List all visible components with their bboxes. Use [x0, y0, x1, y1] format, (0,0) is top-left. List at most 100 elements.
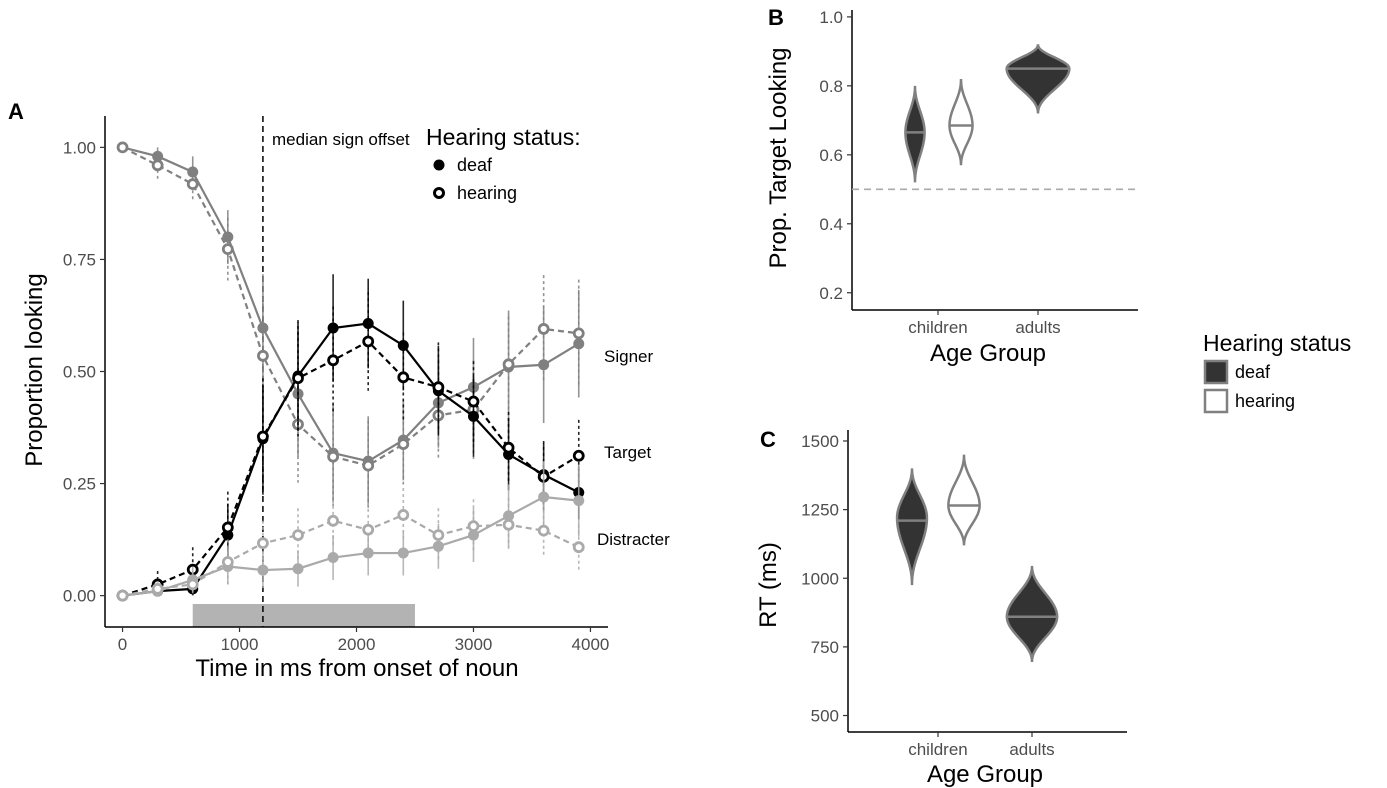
data-point: [221, 243, 234, 256]
data-point: [327, 322, 339, 334]
data-point: [362, 523, 375, 536]
data-point: [432, 529, 445, 542]
data-point: [502, 518, 515, 531]
data-point: [502, 358, 515, 371]
series-target-deaf: [117, 274, 585, 602]
data-point: [573, 495, 585, 507]
violin-children-hearing: [948, 78, 974, 166]
x-tick-label: adults: [1009, 740, 1054, 759]
panel-c: C 500 750 1000 1250 1500 children adults Age G…: [755, 427, 1127, 788]
panel-a-x-tick-label: 2000: [338, 635, 376, 654]
data-point: [151, 159, 164, 172]
panel-a-y-tick-label: 0.00: [63, 587, 96, 606]
data-point: [397, 371, 410, 384]
series-line: [122, 146, 579, 467]
data-point: [467, 395, 480, 408]
data-point: [538, 359, 550, 371]
panel-a-x-tick-label: 3000: [455, 635, 493, 654]
panel-a-label: A: [8, 99, 24, 124]
shared-legend-deaf: deaf: [1235, 362, 1271, 382]
x-tick-label: children: [908, 318, 968, 337]
panel-a-legend: Hearing status: deaf hearing: [426, 124, 581, 203]
panel-a-legend-deaf: deaf: [457, 155, 493, 175]
y-tick-label: 1500: [801, 432, 839, 451]
data-point: [503, 510, 515, 522]
violin-adults-deaf: [1005, 44, 1071, 114]
data-point: [397, 547, 409, 559]
y-tick-label: 0.6: [819, 146, 843, 165]
data-point: [292, 529, 304, 542]
series-line: [122, 513, 580, 597]
data-point: [116, 141, 129, 154]
y-tick-label: 0.4: [819, 215, 843, 234]
data-point: [186, 578, 199, 591]
data-point: [538, 491, 550, 503]
y-tick-label: 1.0: [819, 8, 843, 27]
x-tick-label: children: [908, 740, 968, 759]
y-tick-label: 1250: [801, 501, 839, 520]
data-point: [573, 338, 585, 350]
data-point: [292, 563, 304, 575]
data-point: [432, 381, 445, 394]
data-point: [116, 589, 129, 602]
data-point: [502, 441, 515, 454]
data-point: [397, 509, 410, 521]
shared-legend-title: Hearing status: [1203, 330, 1351, 356]
panel-b: B 0.2 0.4 0.6 0.8 1.0 children adults Age Grou…: [765, 5, 1138, 367]
panel-a-x-tick-label: 0: [118, 635, 127, 654]
panel-c-x-axis-title: Age Group: [927, 761, 1043, 788]
panel-a-plot-area: 0 1000 2000 3000 4000 0.00 0.25 0.50 0.75 1.00: [63, 116, 609, 654]
data-point: [257, 430, 269, 443]
panel-b-plot-area: 0.2 0.4 0.6 0.8 1.0 children adults: [819, 8, 1138, 337]
data-point: [186, 178, 199, 191]
panel-a-x-tick-label: 1000: [221, 635, 259, 654]
analysis-window-bar: [192, 604, 415, 627]
violin-children-hearing: [947, 454, 981, 546]
series-distracter-hearing: [116, 488, 585, 602]
data-point: [257, 564, 269, 576]
data-point: [362, 459, 375, 472]
violin-adults-deaf: [1005, 565, 1059, 663]
panel-c-plot-area: 500 750 1000 1250 1500 children adults: [801, 430, 1127, 759]
panel-a-legend-hearing: hearing: [457, 183, 517, 203]
shared-legend-hearing: hearing: [1235, 391, 1295, 411]
data-point: [327, 450, 340, 463]
data-point: [572, 449, 585, 462]
data-point: [187, 166, 199, 178]
panel-a-y-tick-label: 1.00: [63, 138, 96, 157]
panel-c-y-axis-title: RT (ms): [755, 542, 782, 628]
legend-hearing-marker: [433, 187, 445, 199]
panel-c-label: C: [760, 427, 776, 452]
legend-deaf-marker: [433, 159, 445, 171]
panel-a-y-tick-label: 0.75: [63, 250, 96, 269]
panel-a-y-axis-title: Proportion looking: [21, 273, 48, 466]
data-point: [257, 537, 269, 550]
y-tick-label: 0.8: [819, 77, 843, 96]
data-point: [221, 556, 234, 568]
y-tick-label: 500: [811, 707, 839, 726]
panel-a-x-axis-title: Time in ms from onset of noun: [195, 655, 518, 682]
panel-b-label: B: [768, 5, 784, 30]
series-line: [122, 340, 580, 597]
data-point: [327, 514, 340, 527]
violin-children-deaf: [895, 468, 929, 586]
data-point: [257, 349, 269, 362]
panel-a-y-tick-label: 0.50: [63, 363, 96, 382]
data-point: [362, 335, 375, 348]
series-target-hearing: [116, 292, 585, 602]
series-line: [122, 146, 580, 463]
data-point: [467, 520, 480, 533]
data-point: [572, 541, 585, 554]
data-point: [537, 524, 550, 537]
panel-a-x-tick-label: 4000: [572, 635, 610, 654]
data-point: [151, 582, 164, 595]
series-distracter-deaf: [117, 461, 585, 602]
panel-a-legend-title: Hearing status:: [426, 124, 581, 150]
data-point: [537, 323, 550, 335]
region-label-target: Target: [604, 443, 652, 462]
data-point: [152, 150, 164, 162]
shared-legend: Hearing status deaf hearing: [1203, 330, 1351, 414]
region-label-distracter: Distracter: [597, 530, 670, 549]
x-tick-label: adults: [1015, 318, 1060, 337]
